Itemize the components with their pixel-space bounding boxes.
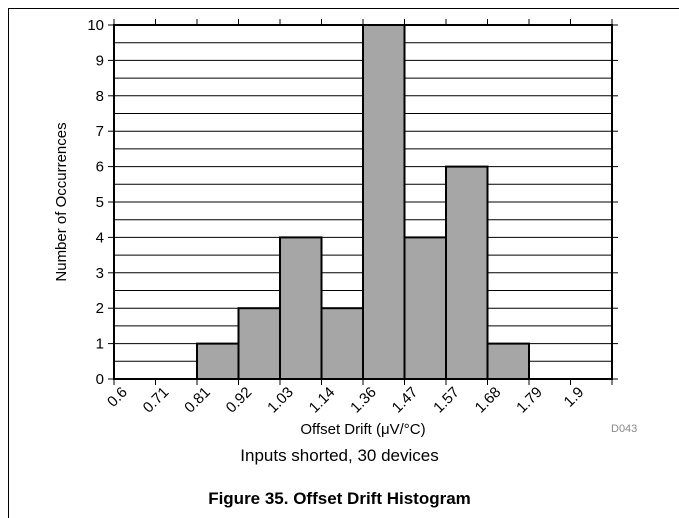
x-tick-label: 0.71 (140, 384, 173, 417)
x-tick-label: 1.68 (472, 384, 505, 417)
axis-ticks (108, 19, 618, 385)
y-tick-label: 4 (96, 229, 104, 246)
histogram-bar (445, 165, 489, 380)
y-tick-label: 3 (96, 265, 104, 282)
figure-code: D043 (611, 423, 638, 435)
histogram-bar (486, 342, 530, 381)
x-tick-label: 0.81 (181, 384, 214, 417)
x-tick-label: 0.92 (223, 384, 256, 417)
y-tick-labels: 0 1 2 3 4 5 6 7 8 9 10 (87, 17, 104, 388)
y-tick-label: 0 (96, 371, 104, 388)
x-tick-label: 1.47 (389, 384, 422, 417)
x-tick-label: 1.9 (561, 384, 588, 411)
figure-caption: Figure 35. Offset Drift Histogram (208, 489, 471, 508)
histogram-bar (279, 236, 323, 380)
histogram-bar (237, 307, 281, 381)
y-tick-label: 1 (96, 336, 104, 353)
x-tick-label: 1.36 (347, 384, 380, 417)
y-tick-label: 6 (96, 159, 104, 176)
y-tick-label: 8 (96, 88, 104, 105)
x-tick-label: 1.79 (513, 384, 546, 417)
x-tick-label: 1.14 (306, 384, 339, 417)
y-tick-label: 7 (96, 123, 104, 140)
y-tick-label: 2 (96, 300, 104, 317)
y-tick-label: 10 (87, 17, 104, 34)
histogram-bar (196, 342, 240, 381)
x-axis-title: Offset Drift (μV/°C) (300, 421, 425, 438)
y-tick-label: 5 (96, 194, 104, 211)
histogram-bar (320, 307, 364, 381)
x-tick-labels: 0.6 0.71 0.81 0.92 1.03 1.14 1.36 1.47 1.57 1.68 1… (104, 384, 587, 417)
x-tick-label: 1.57 (430, 384, 463, 417)
frame-top-rule (8, 8, 679, 9)
chart-subtitle: Inputs shorted, 30 devices (240, 446, 439, 465)
x-tick-label: 0.6 (104, 384, 131, 411)
histogram-bar (362, 24, 406, 380)
frame-left-rule (8, 8, 9, 518)
y-axis-title: Number of Occurrences (53, 122, 70, 281)
bars (196, 24, 530, 381)
y-tick-label: 9 (96, 52, 104, 69)
histogram-bar (403, 236, 447, 380)
x-tick-label: 1.03 (264, 384, 297, 417)
